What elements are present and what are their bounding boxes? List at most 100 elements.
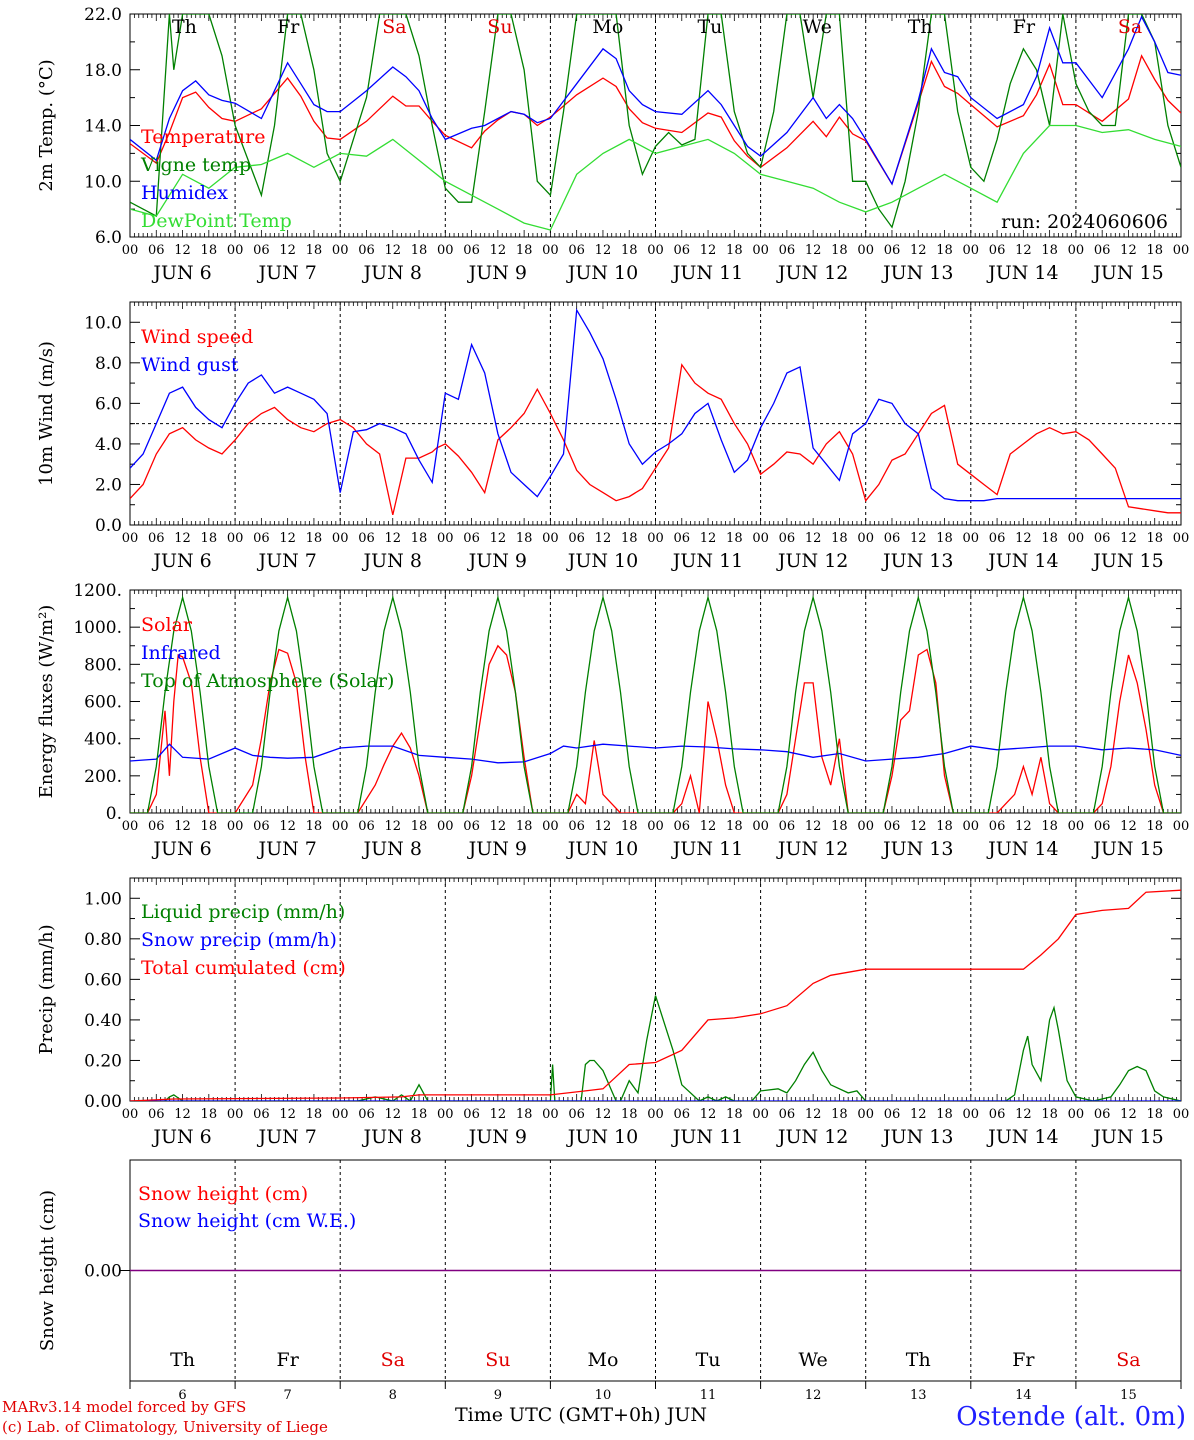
day-label: JUN 12 <box>776 550 848 572</box>
day-label: JUN 7 <box>256 262 316 284</box>
hour-label: 18 <box>516 531 533 546</box>
hour-label: 06 <box>779 531 796 546</box>
legend-entry: Vigne temp <box>140 154 251 176</box>
day-number: 12 <box>805 1388 822 1403</box>
day-label: JUN 9 <box>467 550 527 572</box>
hour-label: 12 <box>384 1107 401 1122</box>
hour-label: 06 <box>358 1107 375 1122</box>
hour-label: 12 <box>1120 1107 1137 1122</box>
legend-entry: Wind speed <box>141 326 253 348</box>
hour-label: 06 <box>463 1107 480 1122</box>
day-label: JUN 10 <box>566 1126 638 1148</box>
hour-label: 06 <box>463 243 480 258</box>
y-tick-label: 0.0 <box>95 516 122 536</box>
hour-label: 06 <box>148 819 165 834</box>
weekday-label: Tu <box>698 16 723 38</box>
hour-label: 00 <box>227 531 244 546</box>
day-label: JUN 9 <box>467 838 527 860</box>
hour-label: 00 <box>857 243 874 258</box>
y-tick-label: 10.0 <box>84 172 122 192</box>
hour-label: 18 <box>1146 243 1163 258</box>
hour-label: 00 <box>332 243 349 258</box>
hour-label: 06 <box>779 243 796 258</box>
y-tick-label: 0. <box>106 804 122 824</box>
hour-label: 12 <box>595 243 612 258</box>
hour-label: 18 <box>936 531 953 546</box>
hour-label: 12 <box>490 531 507 546</box>
y-tick-label: 1000. <box>73 618 122 638</box>
hour-label: 06 <box>989 243 1006 258</box>
series-line <box>130 124 1181 231</box>
day-label: JUN 9 <box>467 1126 527 1148</box>
hour-label: 00 <box>1173 243 1190 258</box>
day-label: JUN 10 <box>566 838 638 860</box>
hour-label: 06 <box>148 243 165 258</box>
y-tick-label: 10.0 <box>84 313 122 333</box>
hour-label: 00 <box>647 1107 664 1122</box>
day-number: 11 <box>700 1388 717 1403</box>
y-tick-label: 0.00 <box>84 1262 122 1282</box>
day-label: JUN 14 <box>986 838 1058 860</box>
day-label: JUN 6 <box>151 550 211 572</box>
plot-frame <box>129 13 1182 238</box>
hour-label: 06 <box>253 531 270 546</box>
hour-label: 00 <box>437 531 454 546</box>
hour-label: 00 <box>542 1107 559 1122</box>
hour-label: 12 <box>490 243 507 258</box>
hour-label: 06 <box>884 531 901 546</box>
hour-label: 06 <box>463 819 480 834</box>
y-axis-label: Energy fluxes (W/m²) <box>36 605 57 799</box>
day-label: JUN 15 <box>1091 550 1163 572</box>
hour-label: 12 <box>384 819 401 834</box>
hour-label: 18 <box>201 243 218 258</box>
hour-label: 06 <box>674 243 691 258</box>
day-label: JUN 12 <box>776 1126 848 1148</box>
day-number: 7 <box>284 1388 292 1403</box>
hour-label: 12 <box>595 819 612 834</box>
hour-label: 06 <box>568 243 585 258</box>
hour-label: 06 <box>1094 531 1111 546</box>
y-tick-label: 400. <box>84 730 122 750</box>
weekday-label: Mo <box>592 16 623 38</box>
day-label: JUN 15 <box>1091 1126 1163 1148</box>
hour-label: 00 <box>752 1107 769 1122</box>
hour-label: 00 <box>647 531 664 546</box>
y-tick-label: 6.0 <box>95 228 122 248</box>
day-label: JUN 10 <box>566 550 638 572</box>
day-number: 13 <box>910 1388 927 1403</box>
day-label: JUN 8 <box>362 838 422 860</box>
weekday-label: Th <box>172 16 197 38</box>
y-tick-label: 18.0 <box>84 61 122 81</box>
hour-label: 00 <box>752 243 769 258</box>
plot-frame <box>129 301 1182 526</box>
hour-label: 06 <box>358 819 375 834</box>
panel-5 <box>120 1159 1182 1389</box>
hour-label: 18 <box>726 1107 743 1122</box>
hour-label: 12 <box>1015 1107 1032 1122</box>
hour-label: 00 <box>332 531 349 546</box>
hour-label: 18 <box>936 243 953 258</box>
weekday-label: We <box>803 16 832 38</box>
panel-2 <box>129 301 1182 526</box>
hour-label: 12 <box>279 531 296 546</box>
day-label: JUN 13 <box>881 262 953 284</box>
hour-label: 18 <box>1146 531 1163 546</box>
hour-label: 18 <box>831 1107 848 1122</box>
hour-label: 00 <box>227 1107 244 1122</box>
legend-entry: Solar <box>141 614 193 636</box>
hour-label: 18 <box>1041 1107 1058 1122</box>
hour-label: 18 <box>306 531 323 546</box>
day-label: JUN 11 <box>671 262 743 284</box>
hour-label: 06 <box>884 819 901 834</box>
y-tick-label: 6.0 <box>95 394 122 414</box>
day-label: JUN 9 <box>467 262 527 284</box>
hour-label: 06 <box>358 243 375 258</box>
y-tick-label: 2.0 <box>95 475 122 495</box>
hour-label: 06 <box>358 531 375 546</box>
hour-label: 06 <box>1094 819 1111 834</box>
y-tick-label: 800. <box>84 655 122 675</box>
day-label: JUN 15 <box>1091 262 1163 284</box>
day-label: JUN 13 <box>881 1126 953 1148</box>
series-line <box>130 14 1181 229</box>
hour-label: 00 <box>963 819 980 834</box>
